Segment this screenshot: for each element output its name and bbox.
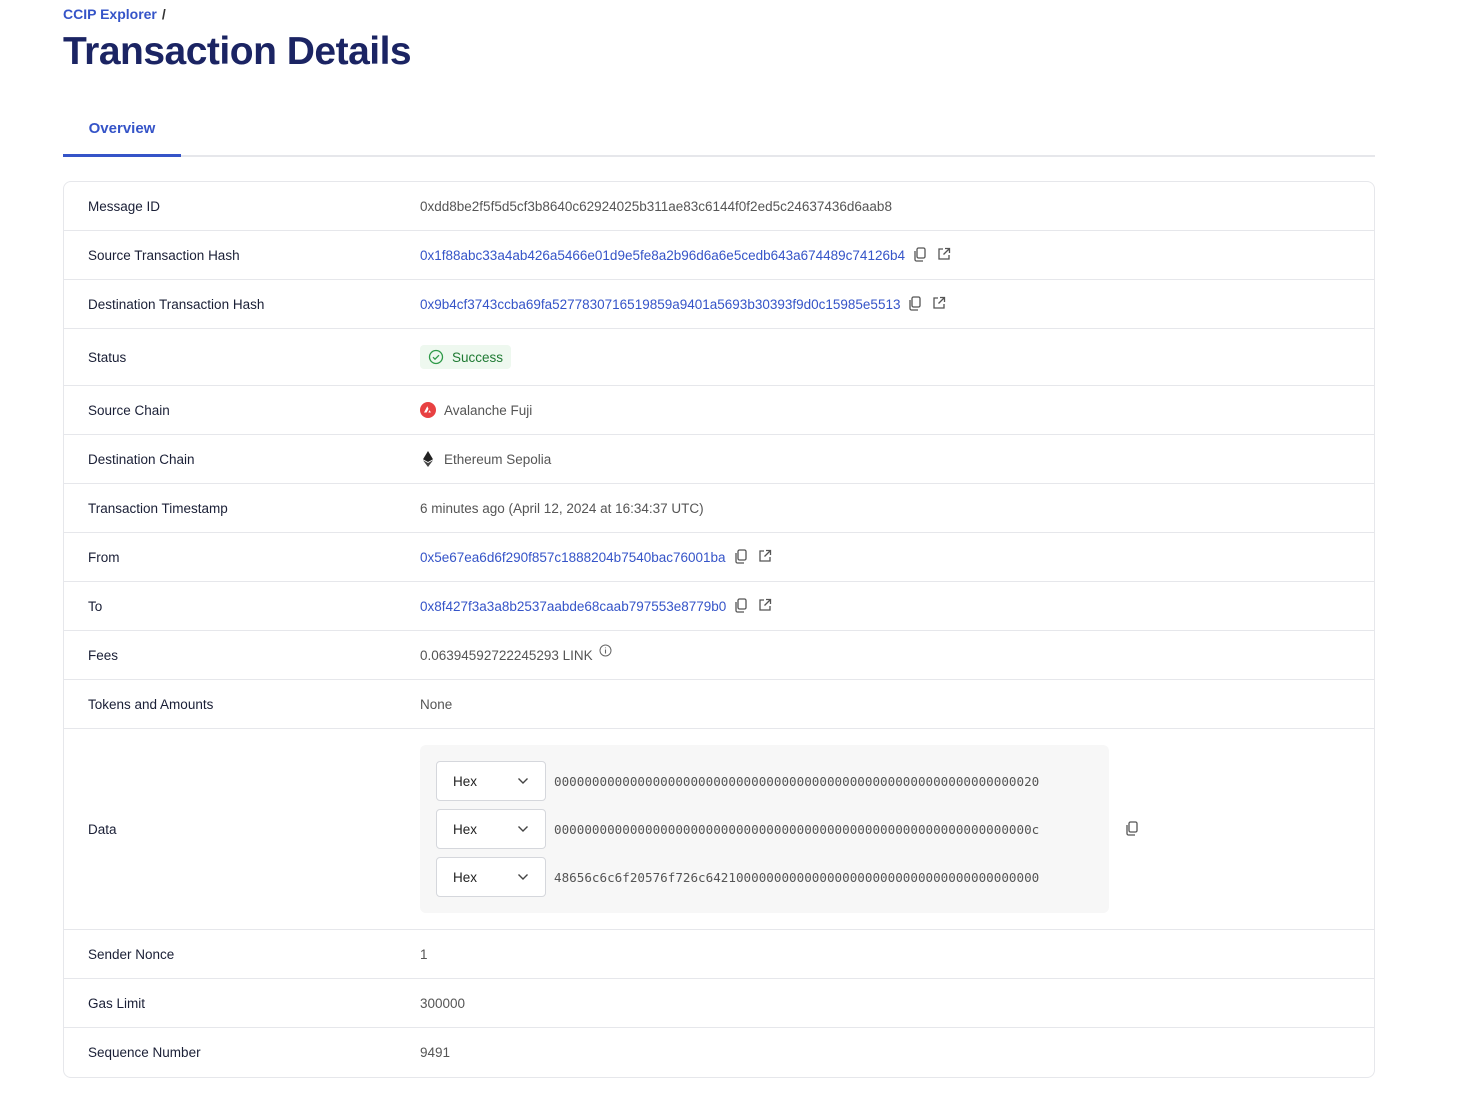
row-dest-tx: Destination Transaction Hash 0x9b4cf3743…	[64, 280, 1374, 329]
status-text: Success	[452, 349, 504, 365]
source-chain-name: Avalanche Fuji	[444, 402, 533, 418]
breadcrumb-separator: /	[161, 6, 166, 22]
external-link-icon[interactable]	[758, 598, 774, 614]
data-line: Hex 000000000000000000000000000000000000…	[436, 809, 1093, 849]
nonce-value: 1	[420, 946, 428, 962]
label: Destination Transaction Hash	[88, 296, 265, 312]
to-address-link[interactable]: 0x8f427f3a3a8b2537aabde68caab797553e8779…	[420, 598, 727, 614]
external-link-icon[interactable]	[937, 247, 953, 263]
format-value: Hex	[453, 821, 478, 837]
copy-icon[interactable]	[908, 296, 924, 312]
format-select[interactable]: Hex	[436, 761, 546, 801]
format-select[interactable]: Hex	[436, 857, 546, 897]
label: Status	[88, 349, 127, 365]
row-sequence: Sequence Number 9491	[64, 1028, 1374, 1077]
label: Sequence Number	[88, 1045, 201, 1060]
external-link-icon[interactable]	[932, 296, 948, 312]
label: Gas Limit	[88, 995, 146, 1011]
data-line: Hex 000000000000000000000000000000000000…	[436, 761, 1093, 801]
row-nonce: Sender Nonce 1	[64, 930, 1374, 979]
label: Source Chain	[88, 402, 170, 418]
fees-value: 0.06394592722245293 LINK	[420, 647, 593, 663]
status-badge: Success	[420, 345, 512, 369]
info-icon[interactable]	[599, 644, 615, 660]
data-hex: 0000000000000000000000000000000000000000…	[554, 821, 1040, 837]
label: Message ID	[88, 198, 161, 214]
row-fees: Fees 0.06394592722245293 LINK	[64, 631, 1374, 680]
label: Tokens and Amounts	[88, 696, 214, 712]
data-hex: 48656c6c6f20576f726c64210000000000000000…	[554, 869, 1040, 885]
label: To	[88, 598, 103, 614]
format-value: Hex	[453, 869, 478, 885]
source-tx-link[interactable]: 0x1f88abc33a4ab426a5466e01d9e5fe8a2b96d6…	[420, 247, 905, 263]
row-gas-limit: Gas Limit 300000	[64, 979, 1374, 1028]
timestamp-value: 6 minutes ago (April 12, 2024 at 16:34:3…	[420, 500, 704, 516]
message-id-value: 0xdd8be2f5f5d5cf3b8640c62924025b311ae83c…	[420, 198, 892, 214]
dest-chain-name: Ethereum Sepolia	[444, 451, 552, 467]
format-select[interactable]: Hex	[436, 809, 546, 849]
copy-icon[interactable]	[734, 549, 750, 565]
row-data: Data Hex 0000000000000000000000000000000…	[64, 729, 1374, 930]
row-dest-chain: Destination Chain Ethereum Sepolia	[64, 435, 1374, 484]
ethereum-icon	[420, 451, 436, 467]
row-to: To 0x8f427f3a3a8b2537aabde68caab797553e8…	[64, 582, 1374, 631]
from-address-link[interactable]: 0x5e67ea6d6f290f857c1888204b7540bac76001…	[420, 549, 726, 565]
breadcrumb-ccip-explorer[interactable]: CCIP Explorer	[63, 6, 157, 22]
label: Transaction Timestamp	[88, 500, 228, 516]
data-hex: 0000000000000000000000000000000000000000…	[554, 773, 1040, 789]
external-link-icon[interactable]	[758, 549, 774, 565]
tab-overview[interactable]: Overview	[63, 108, 181, 157]
row-tokens: Tokens and Amounts None	[64, 680, 1374, 729]
label: Sender Nonce	[88, 946, 175, 962]
row-from: From 0x5e67ea6d6f290f857c1888204b7540bac…	[64, 533, 1374, 582]
copy-icon[interactable]	[734, 598, 750, 614]
details-card: Message ID 0xdd8be2f5f5d5cf3b8640c629240…	[63, 181, 1375, 1078]
check-circle-icon	[428, 349, 444, 365]
copy-icon[interactable]	[1125, 821, 1141, 837]
data-line: Hex 48656c6c6f20576f726c6421000000000000…	[436, 857, 1093, 897]
gas-limit-value: 300000	[420, 995, 466, 1011]
chevron-down-icon	[518, 874, 528, 880]
chevron-down-icon	[518, 778, 528, 784]
format-value: Hex	[453, 773, 478, 789]
avalanche-icon	[420, 402, 436, 418]
row-source-tx: Source Transaction Hash 0x1f88abc33a4ab4…	[64, 231, 1374, 280]
tokens-value: None	[420, 696, 453, 712]
row-timestamp: Transaction Timestamp 6 minutes ago (Apr…	[64, 484, 1374, 533]
page-title: Transaction Details	[63, 30, 412, 73]
breadcrumb: CCIP Explorer /	[63, 6, 166, 22]
label: Source Transaction Hash	[88, 247, 240, 263]
row-source-chain: Source Chain Avalanche Fuji	[64, 386, 1374, 435]
data-box: Hex 000000000000000000000000000000000000…	[420, 745, 1109, 913]
sequence-value: 9491	[420, 1045, 451, 1060]
row-status: Status Success	[64, 329, 1374, 386]
chevron-down-icon	[518, 826, 528, 832]
row-message-id: Message ID 0xdd8be2f5f5d5cf3b8640c629240…	[64, 182, 1374, 231]
tabs: Overview	[63, 108, 1375, 157]
label: Destination Chain	[88, 451, 195, 467]
copy-icon[interactable]	[913, 247, 929, 263]
label: Fees	[88, 647, 119, 663]
label: From	[88, 549, 120, 565]
dest-tx-link[interactable]: 0x9b4cf3743ccba69fa5277830716519859a9401…	[420, 296, 901, 312]
label: Data	[88, 821, 117, 837]
